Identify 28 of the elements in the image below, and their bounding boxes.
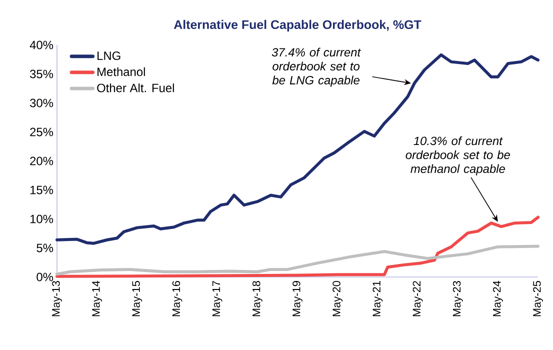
- x-tick-label: May-22: [412, 281, 423, 316]
- x-tick-label: May-14: [92, 280, 102, 316]
- y-tick-label: 15%: [30, 186, 54, 194]
- x-tick-label: May-18: [252, 281, 262, 316]
- legend-label: Other Alt. Fuel: [97, 83, 174, 92]
- legend-label: Methanol: [98, 67, 145, 76]
- x-tick-label: May-16: [172, 281, 182, 316]
- annotation: 37.4% of current orderbook set to be LNG capable: [272, 48, 361, 87]
- y-tick-label: 35%: [30, 70, 54, 78]
- y-tick-label: 20%: [30, 156, 54, 166]
- x-tick-label: May-25: [533, 280, 543, 316]
- x-tick-label: May-17: [212, 281, 222, 316]
- y-tick-label: 10%: [30, 214, 54, 224]
- legend-label: LNG: [98, 52, 120, 60]
- y-tick-label: 25%: [30, 128, 54, 136]
- chart-title: Alternative Fuel Capable Orderbook, %GT: [174, 20, 422, 32]
- x-tick-label: May-21: [372, 281, 383, 316]
- y-tick-label: 0%: [36, 272, 54, 282]
- x-tick-label: May-13: [52, 281, 62, 316]
- x-tick-label: May-19: [292, 281, 302, 316]
- x-tick-label: May-24: [492, 280, 503, 316]
- x-tick-label: May-20: [332, 280, 343, 316]
- x-tick-label: May-15: [132, 280, 142, 316]
- y-tick-label: 30%: [30, 98, 54, 108]
- x-tick-label: May-23: [452, 281, 463, 316]
- y-tick-label: 5%: [36, 244, 54, 252]
- annotation: 10.3% of current orderbook set to be methanol capable: [406, 136, 510, 176]
- y-tick-label: 40%: [30, 40, 54, 50]
